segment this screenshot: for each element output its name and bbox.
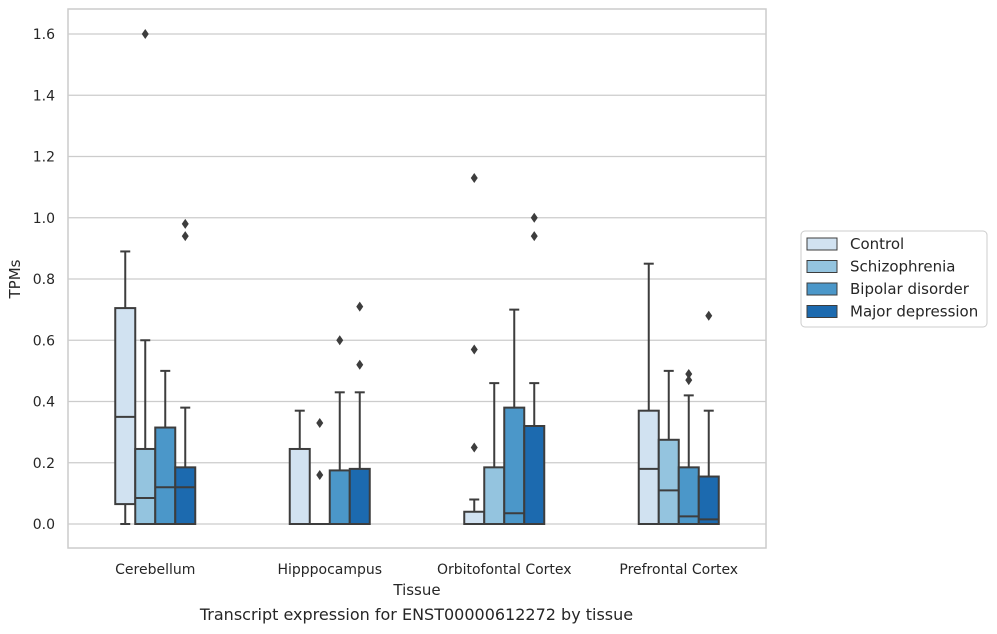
x-tick-label: Orbitofontal Cortex — [437, 562, 572, 578]
outlier-point — [705, 310, 713, 321]
box-schizophrenia — [483, 382, 506, 525]
legend-label: Control — [850, 235, 904, 253]
box-schizophrenia — [134, 29, 157, 525]
y-axis-label: TPMs — [6, 259, 24, 299]
outlier-point — [316, 417, 324, 428]
legend-item: Schizophrenia — [806, 258, 955, 276]
box-bipolar-disorder — [328, 335, 351, 525]
box-bipolar-disorder — [677, 368, 700, 525]
box-body — [288, 447, 311, 525]
box-major-depression — [174, 218, 197, 525]
box-body — [503, 406, 526, 525]
legend-item: Control — [806, 235, 904, 253]
y-tick-label: 1.6 — [33, 27, 55, 43]
outlier-point — [356, 301, 364, 312]
box-schizophrenia — [308, 417, 331, 526]
outlier-point — [470, 442, 478, 453]
outlier-point — [141, 29, 149, 39]
y-tick-label: 0.6 — [33, 333, 55, 349]
legend: Control Schizophrenia Bipolar disorder Majo… — [800, 230, 988, 328]
plot-frame — [67, 8, 767, 549]
legend-label: Major depression — [850, 303, 978, 321]
box-schizophrenia — [657, 369, 680, 525]
box-body — [637, 409, 660, 525]
box-body — [328, 469, 351, 525]
y-axis-ticks: 0.0 0.2 0.4 0.6 0.8 1.0 1.2 1.4 1.6 — [33, 27, 55, 533]
legend-frame — [800, 230, 988, 328]
x-axis-label: Tissue — [392, 581, 440, 599]
box-control — [288, 409, 311, 525]
legend-label: Schizophrenia — [850, 258, 955, 276]
outlier-point — [530, 231, 538, 242]
box-control — [463, 172, 486, 525]
y-tick-label: 1.0 — [33, 211, 55, 227]
box-body — [348, 467, 371, 525]
y-tick-label: 1.4 — [33, 88, 55, 104]
box-body — [154, 426, 177, 525]
y-tick-label: 0.8 — [33, 272, 55, 288]
box-body — [463, 510, 486, 525]
x-tick-label: Cerebellum — [115, 562, 195, 578]
box-bipolar-disorder — [154, 369, 177, 525]
outlier-point — [356, 359, 364, 370]
y-tick-label: 1.2 — [33, 150, 55, 166]
box-body — [483, 466, 506, 525]
legend-swatch — [806, 260, 838, 273]
outlier-point — [530, 212, 538, 223]
outlier-point — [685, 375, 693, 386]
box-series — [114, 29, 720, 526]
box-major-depression — [348, 301, 371, 525]
outlier-point — [685, 368, 693, 379]
outlier-point — [336, 335, 344, 346]
outlier-point — [181, 218, 189, 229]
legend-item: Bipolar disorder — [806, 280, 970, 298]
box-body — [114, 307, 137, 506]
box-control — [114, 250, 137, 525]
y-tick-label: 0.2 — [33, 456, 55, 472]
box-major-depression — [697, 310, 720, 525]
x-axis-ticks: Cerebellum Hipppocampus Orbitofontal Corte… — [115, 562, 738, 578]
box-body — [523, 425, 546, 525]
box-bipolar-disorder — [503, 308, 526, 525]
box-body — [174, 466, 197, 525]
outlier-point — [181, 231, 189, 242]
box-body — [657, 438, 680, 525]
x-tick-label: Prefrontal Cortex — [619, 562, 738, 578]
box-body — [697, 475, 720, 525]
box-major-depression — [523, 212, 546, 525]
outlier-point — [470, 172, 478, 183]
x-tick-label: Hipppocampus — [277, 562, 382, 578]
figure-caption: Transcript expression for ENST0000061227… — [199, 605, 634, 624]
box-control — [637, 262, 660, 525]
box-body — [134, 447, 157, 525]
legend-item: Major depression — [806, 303, 978, 321]
legend-swatch — [806, 282, 838, 296]
legend-swatch — [806, 237, 838, 251]
y-tick-label: 0.4 — [33, 395, 55, 411]
legend-swatch — [806, 305, 838, 318]
outlier-point — [316, 470, 324, 480]
y-tick-label: 0.0 — [33, 517, 55, 533]
outlier-point — [470, 344, 478, 355]
legend-label: Bipolar disorder — [850, 280, 970, 298]
